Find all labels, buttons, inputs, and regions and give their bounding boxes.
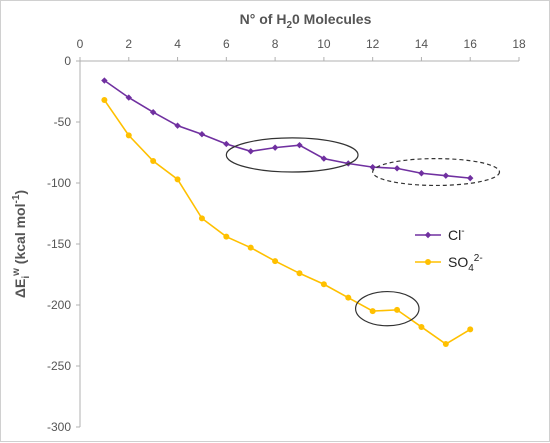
y-axis-title: ΔEiw (kcal mol-1) — [11, 190, 32, 298]
y-tick-label: -300 — [47, 420, 71, 434]
data-point-so4 — [320, 281, 327, 288]
y-axis-title-close: ) — [12, 190, 28, 195]
y-tick-label: -150 — [47, 237, 71, 251]
series-layer — [101, 77, 474, 348]
x-tick-label: 12 — [366, 37, 380, 51]
data-point-cl — [418, 170, 425, 177]
data-point-so4 — [442, 341, 449, 348]
legend-label-cl-name: Cl — [448, 227, 461, 243]
x-axis: 0 2 4 6 8 10 12 14 16 18 — [77, 37, 526, 61]
y-tick-label: -50 — [54, 115, 72, 129]
data-point-cl — [101, 77, 108, 84]
annotation-ellipse-2 — [372, 158, 501, 187]
data-point-so4 — [174, 176, 181, 183]
legend-label-cl-sup: - — [461, 226, 464, 237]
data-point-cl — [247, 148, 254, 155]
x-tick-label: 16 — [464, 37, 478, 51]
data-point-cl — [198, 131, 206, 138]
y-axis: 0 -50 -100 -150 -200 -250 -300 — [47, 54, 80, 434]
legend-label-so4-name: SO — [448, 254, 468, 270]
y-axis-title-sup: w — [11, 268, 22, 277]
annotation-ellipse-3 — [354, 290, 420, 327]
x-tick-label: 4 — [174, 37, 181, 51]
y-tick-label: -250 — [47, 359, 71, 373]
data-point-so4 — [345, 294, 352, 301]
series-line-so4 — [103, 99, 471, 345]
series-so4 — [101, 97, 474, 348]
data-point-so4 — [101, 97, 108, 104]
y-axis-title-sup2: -1 — [11, 194, 22, 203]
x-tick-label: 18 — [512, 37, 526, 51]
data-point-so4 — [125, 132, 132, 139]
legend-label-so4-sub: 4 — [468, 263, 474, 274]
y-axis-title-prefix: ΔE — [12, 279, 28, 298]
legend-marker-cl — [424, 231, 432, 239]
series-line-cl — [103, 79, 471, 179]
annotation-layer — [225, 137, 501, 327]
data-point-cl — [149, 109, 157, 116]
y-axis-title-suffix: (kcal mol — [12, 204, 28, 269]
data-point-so4 — [247, 244, 254, 251]
legend-label-cl: Cl- — [448, 226, 465, 243]
y-tick-label: 0 — [64, 54, 71, 68]
data-point-cl — [296, 141, 303, 149]
legend-item-cl: Cl- — [415, 226, 465, 243]
data-point-so4 — [198, 215, 205, 222]
data-point-so4 — [296, 270, 303, 277]
data-point-cl — [320, 155, 328, 162]
legend-label-so4-sup: 2- — [474, 253, 483, 264]
x-axis-title-sub: 2 — [286, 20, 292, 31]
x-tick-label: 2 — [125, 37, 132, 51]
data-point-cl — [271, 144, 279, 151]
data-point-cl — [125, 94, 132, 101]
x-tick-label: 6 — [223, 37, 230, 51]
data-point-cl — [174, 122, 181, 129]
data-point-so4 — [223, 233, 230, 240]
x-tick-label: 10 — [317, 37, 331, 51]
data-point-cl — [369, 163, 376, 171]
data-point-cl — [467, 174, 474, 182]
y-axis-title-sub: i — [21, 276, 32, 279]
x-tick-label: 14 — [415, 37, 429, 51]
data-point-so4 — [467, 326, 474, 333]
data-point-so4 — [418, 323, 425, 330]
x-axis-title: N° of H20 Molecules — [240, 11, 372, 31]
y-tick-label: -200 — [47, 298, 71, 312]
data-point-so4 — [272, 258, 279, 265]
legend-marker-so4 — [425, 259, 431, 265]
series-cl — [101, 77, 474, 182]
x-axis-title-prefix: N° of H — [240, 11, 287, 27]
legend: Cl- SO42- — [415, 226, 483, 274]
x-axis-title-suffix: 0 Molecules — [292, 11, 372, 27]
data-point-so4 — [394, 306, 401, 313]
data-point-cl — [442, 172, 450, 179]
y-tick-label: -100 — [47, 176, 71, 190]
data-point-cl — [393, 165, 401, 172]
x-tick-label: 0 — [77, 37, 84, 51]
annotation-ellipse-1 — [225, 137, 359, 173]
legend-label-so4: SO42- — [448, 253, 483, 274]
data-point-cl — [223, 140, 230, 148]
legend-item-so4: SO42- — [415, 253, 483, 274]
x-tick-label: 8 — [272, 37, 279, 51]
data-point-so4 — [369, 308, 376, 315]
data-point-so4 — [150, 158, 157, 165]
